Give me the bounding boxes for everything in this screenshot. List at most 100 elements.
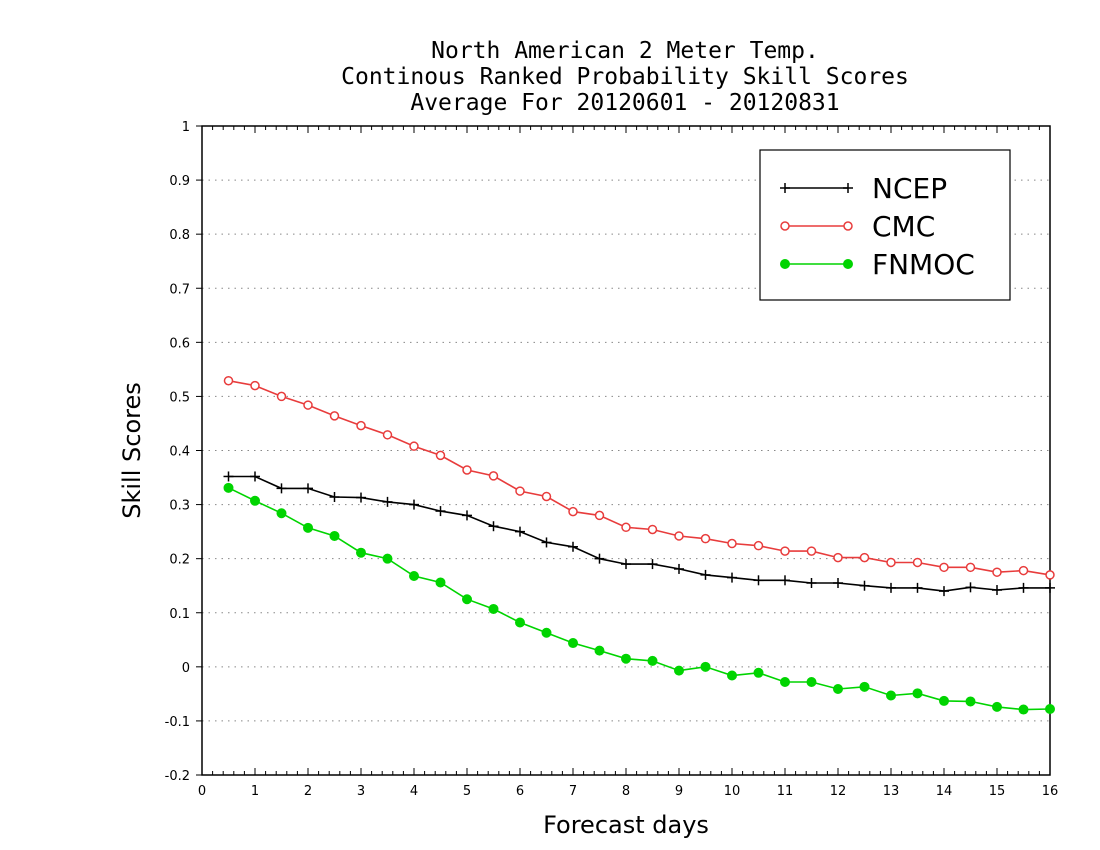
data-point-ncep (727, 572, 737, 583)
data-point-fnmoc (780, 676, 790, 687)
data-point-fnmoc (250, 495, 260, 506)
data-point-fnmoc (1018, 704, 1029, 715)
data-point-ncep (382, 496, 393, 507)
x-tick-label: 10 (724, 784, 741, 799)
data-point-cmc (515, 486, 525, 496)
data-point-ncep (647, 559, 658, 570)
data-point-cmc (753, 540, 764, 551)
data-point-fnmoc (727, 670, 737, 681)
data-point-cmc (329, 411, 340, 421)
data-point-fnmoc (515, 617, 525, 628)
data-point-ncep (965, 582, 976, 593)
y-tick-label: 0.5 (169, 390, 190, 405)
y-tick-label: -0.1 (165, 715, 190, 730)
data-point-fnmoc (223, 482, 234, 493)
data-point-ncep (329, 492, 340, 503)
chart-title-line-1: North American 2 Meter Temp. (431, 38, 819, 64)
data-point-ncep (674, 563, 684, 574)
legend-item-cmc: CMC (780, 210, 935, 243)
x-tick-label: 16 (1042, 784, 1059, 799)
data-point-cmc (806, 546, 817, 556)
data-point-fnmoc (435, 577, 446, 588)
data-point-ncep (939, 586, 949, 597)
series-ncep (223, 471, 1055, 597)
data-point-fnmoc (594, 645, 605, 656)
data-point-cmc (886, 557, 896, 568)
data-point-ncep (568, 541, 578, 552)
data-point-fnmoc (568, 638, 578, 649)
x-tick-label: 4 (410, 784, 418, 799)
data-point-fnmoc (886, 690, 896, 701)
x-tick-label: 7 (569, 784, 577, 799)
data-point-ncep (435, 506, 446, 517)
data-point-ncep (409, 499, 419, 510)
legend: NCEP CMC FNMOC (759, 149, 1011, 301)
legend-box (759, 149, 1011, 301)
data-point-cmc (303, 400, 313, 410)
data-point-fnmoc (965, 696, 976, 707)
x-tick-label: 1 (251, 784, 259, 799)
x-tick-label: 14 (936, 784, 953, 799)
legend-marker-fnmoc (780, 259, 790, 269)
legend-item-fnmoc: FNMOC (780, 248, 975, 281)
series-cmc (223, 375, 1055, 580)
data-point-fnmoc (621, 653, 631, 664)
data-point-fnmoc (488, 603, 499, 614)
data-point-fnmoc (753, 667, 764, 678)
data-point-fnmoc (912, 688, 923, 699)
data-point-cmc (1018, 565, 1029, 576)
data-point-ncep (621, 559, 631, 570)
y-axis-ticks: -0.2 -0.1 0 0.1 0.2 0.3 0.4 0.5 0.6 0.7 0.8 0.9 1 (165, 120, 202, 784)
data-point-cmc (674, 531, 684, 541)
x-tick-label: 13 (883, 784, 900, 799)
y-tick-label: 0.3 (169, 499, 190, 514)
y-tick-label: 0.9 (169, 174, 190, 189)
legend-marker-cmc (843, 221, 853, 231)
legend-label-cmc: CMC (872, 210, 935, 243)
data-point-ncep (462, 510, 472, 521)
y-tick-label: 0.8 (169, 228, 190, 243)
data-point-cmc (939, 562, 949, 573)
x-axis-ticks: 0 1 2 3 4 5 6 7 8 9 10 11 12 13 14 15 16 (198, 126, 1058, 799)
data-point-ncep (700, 569, 711, 580)
data-point-cmc (965, 562, 976, 573)
data-point-fnmoc (382, 553, 393, 564)
data-point-ncep (753, 575, 764, 586)
data-point-fnmoc (647, 655, 658, 666)
data-point-cmc (992, 567, 1002, 577)
y-tick-label: -0.2 (165, 769, 190, 784)
data-point-fnmoc (303, 522, 313, 533)
data-point-ncep (223, 471, 234, 482)
data-point-cmc (780, 546, 790, 556)
data-point-cmc (647, 524, 658, 535)
y-tick-label: 0.2 (169, 553, 190, 568)
data-point-ncep (594, 553, 605, 564)
data-point-ncep (1018, 582, 1029, 593)
data-point-cmc (859, 552, 870, 563)
data-point-cmc (276, 391, 287, 402)
series-line-fnmoc (228, 487, 1051, 711)
x-tick-label: 12 (830, 784, 847, 799)
data-point-ncep (541, 537, 552, 548)
data-point-ncep (912, 582, 923, 593)
chart-title-line-3: Average For 20120601 - 20120831 (410, 90, 839, 116)
data-point-fnmoc (329, 530, 340, 541)
y-tick-label: 0.4 (169, 445, 190, 460)
data-point-cmc (727, 538, 737, 549)
x-tick-label: 5 (463, 784, 471, 799)
data-point-fnmoc (992, 701, 1002, 712)
y-axis-label: Skill Scores (118, 382, 146, 519)
x-tick-label: 2 (304, 784, 312, 799)
data-point-cmc (382, 430, 393, 440)
data-point-ncep (859, 580, 870, 591)
data-point-ncep (356, 492, 366, 503)
data-point-fnmoc (833, 684, 843, 695)
data-point-ncep (515, 526, 525, 537)
data-point-ncep (1045, 582, 1055, 593)
data-point-fnmoc (409, 570, 419, 581)
data-point-cmc (568, 506, 578, 517)
data-point-fnmoc (462, 594, 472, 605)
data-point-cmc (435, 450, 446, 461)
data-point-cmc (541, 491, 552, 502)
